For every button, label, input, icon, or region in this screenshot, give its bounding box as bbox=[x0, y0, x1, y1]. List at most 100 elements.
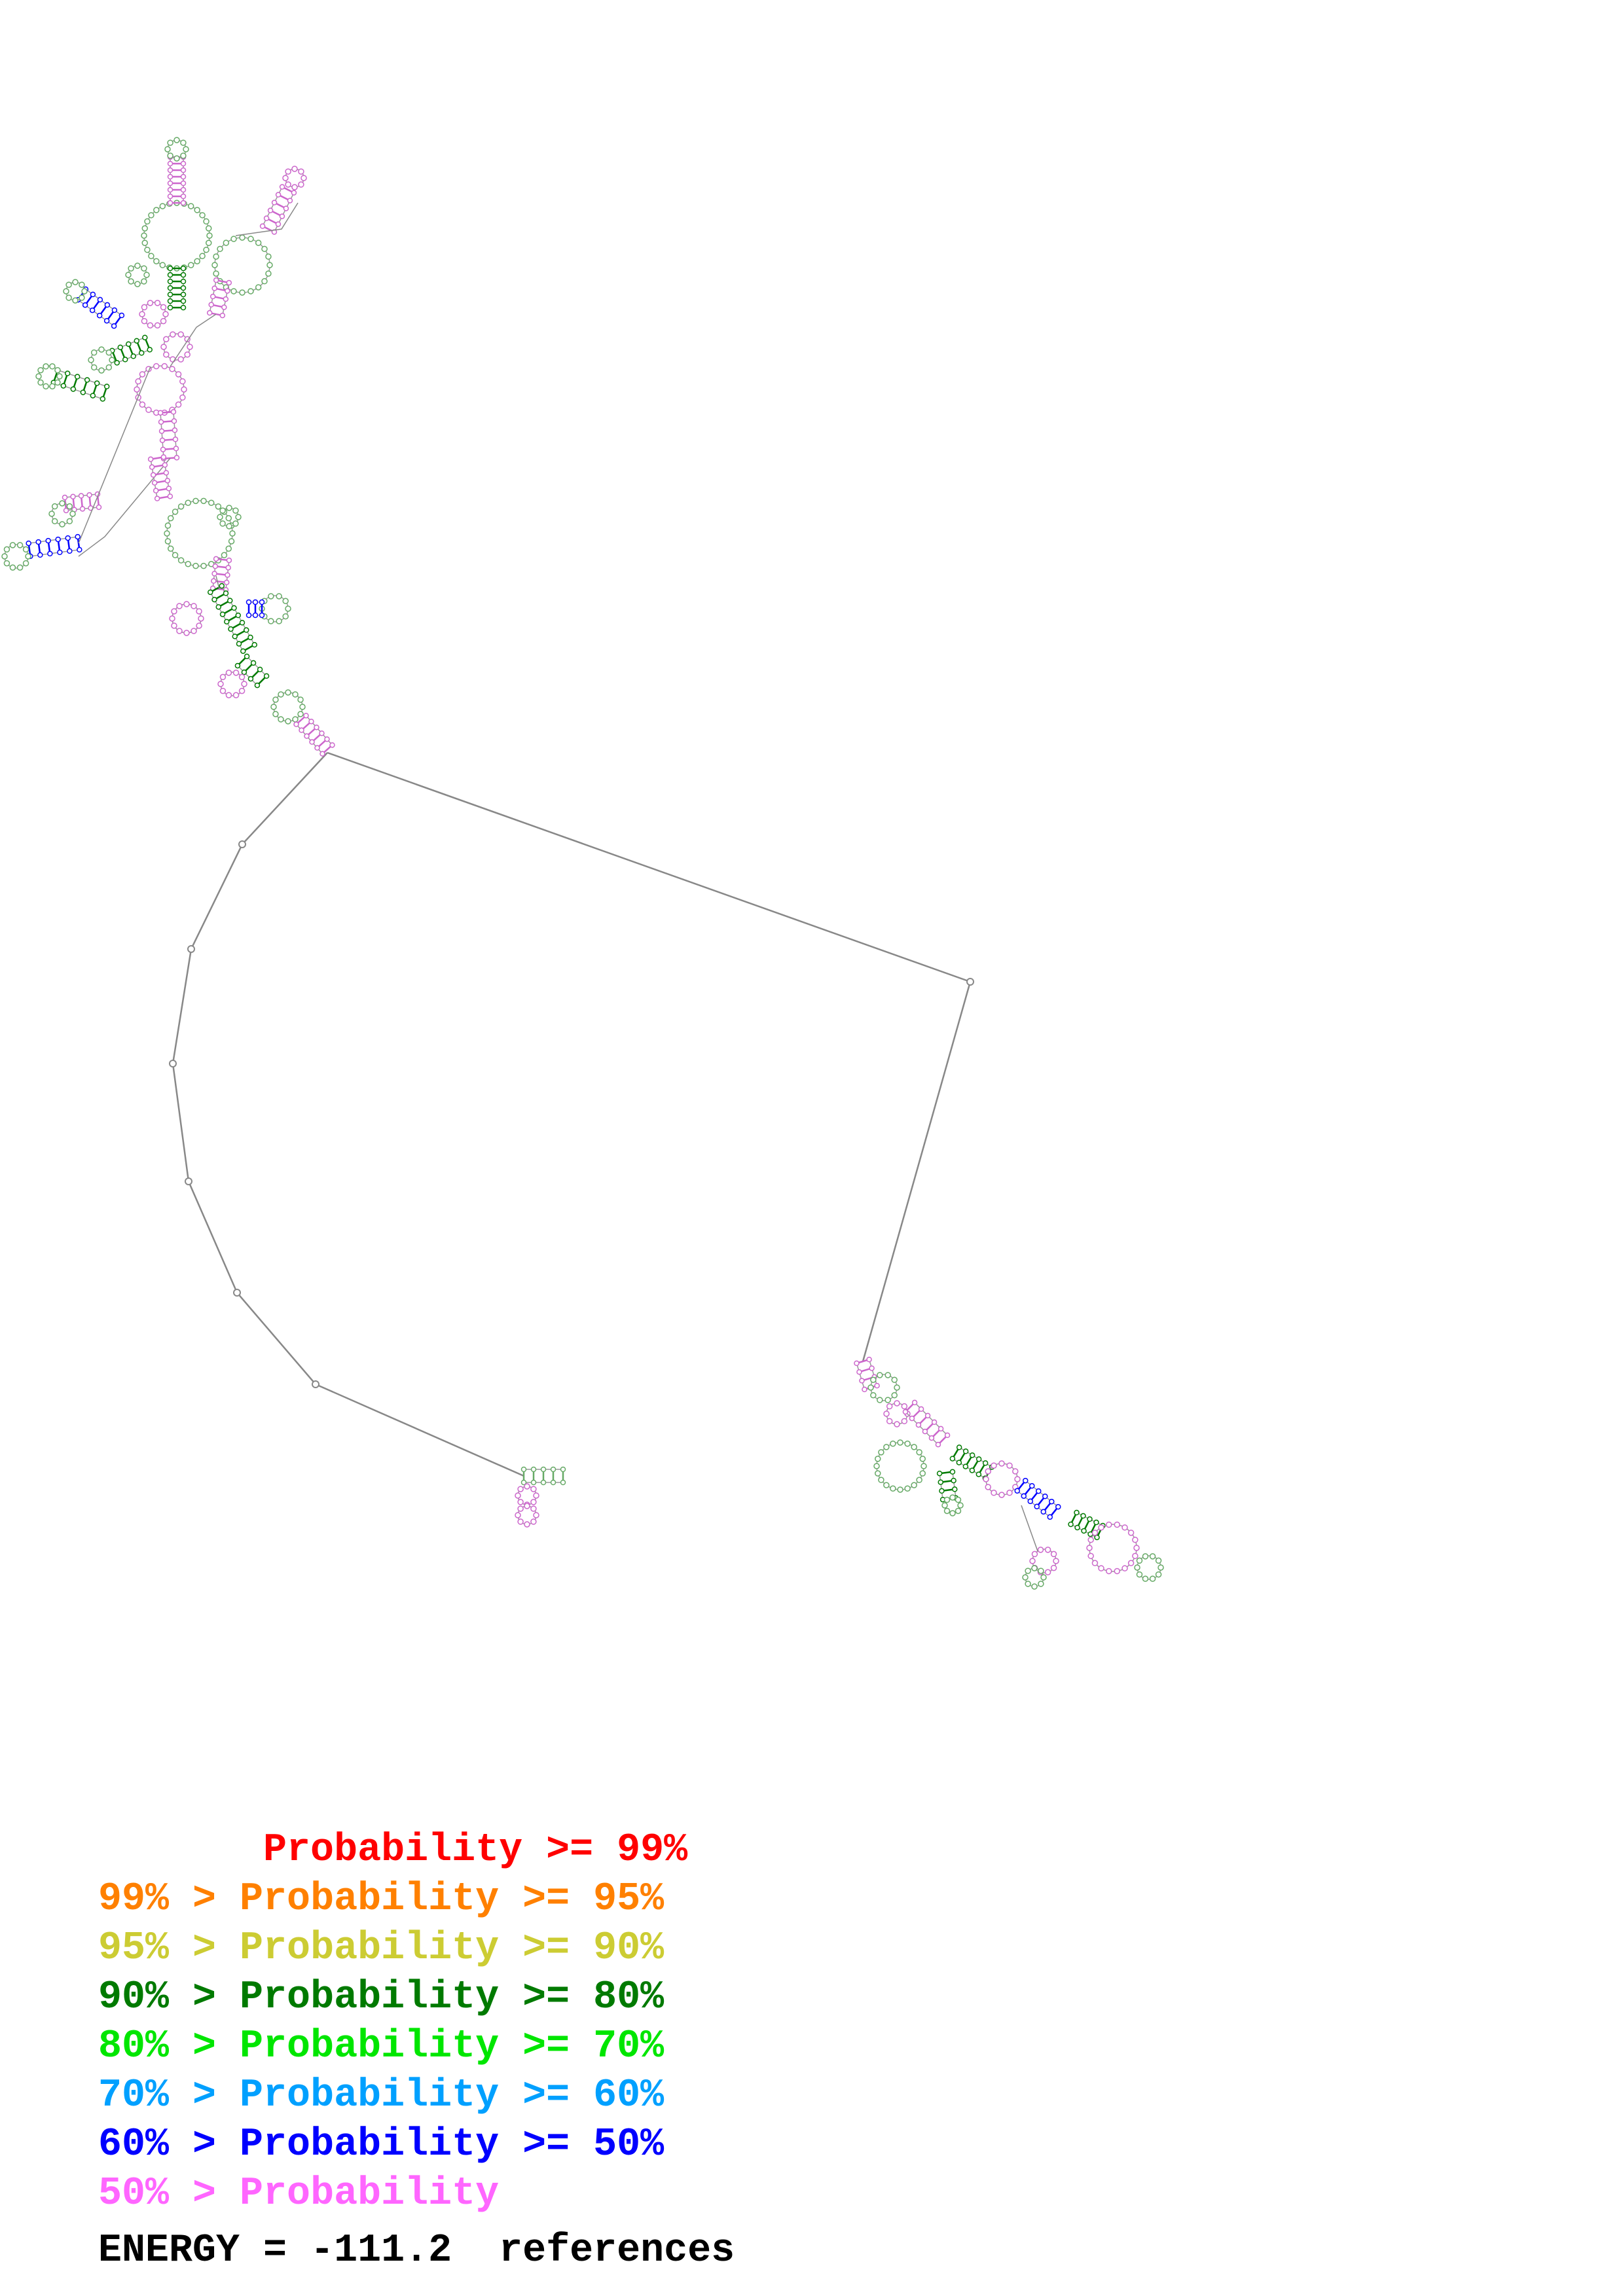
nucleotide bbox=[924, 1412, 931, 1419]
nucleotide bbox=[530, 1505, 537, 1512]
nucleotide bbox=[1040, 1574, 1047, 1581]
nucleotide bbox=[956, 1444, 962, 1450]
nucleotide bbox=[223, 240, 230, 246]
nucleotide bbox=[9, 542, 16, 548]
nucleotide bbox=[167, 152, 173, 159]
nucleotide bbox=[291, 184, 298, 190]
nucleotide bbox=[219, 687, 227, 694]
nucleotide bbox=[239, 289, 246, 296]
nucleotide bbox=[206, 310, 213, 316]
legend-row: 80% > Probability >= 70% bbox=[98, 2022, 687, 2072]
nucleotide bbox=[1006, 1490, 1013, 1496]
nucleotide bbox=[890, 1441, 896, 1447]
nucleotide bbox=[272, 696, 279, 703]
nucleotide bbox=[45, 537, 51, 544]
nucleotide bbox=[217, 681, 224, 687]
nucleotide bbox=[167, 167, 173, 173]
nucleotide bbox=[194, 258, 200, 264]
nucleotide bbox=[219, 507, 226, 514]
references-link[interactable]: references bbox=[499, 2229, 735, 2273]
legend-row: Probability >= 99% bbox=[98, 1826, 687, 1875]
nucleotide bbox=[252, 612, 259, 619]
nucleotide bbox=[309, 739, 315, 745]
nucleotide bbox=[150, 472, 156, 478]
nucleotide bbox=[148, 212, 155, 219]
nucleotide bbox=[247, 288, 254, 295]
nucleotide bbox=[897, 1486, 903, 1493]
nucleotide bbox=[187, 203, 194, 209]
nucleotide bbox=[229, 530, 236, 537]
backbone-segment bbox=[172, 752, 524, 1477]
nucleotide bbox=[998, 1492, 1005, 1498]
nucleotide bbox=[80, 389, 86, 395]
nucleotide bbox=[1087, 1516, 1093, 1522]
nucleotide bbox=[90, 393, 96, 399]
nucleotide bbox=[856, 1369, 862, 1375]
nucleotide bbox=[78, 493, 84, 499]
nucleotide bbox=[141, 278, 147, 285]
nucleotide bbox=[241, 669, 247, 675]
nucleotide bbox=[228, 538, 235, 545]
nucleotide bbox=[530, 1479, 537, 1486]
legend-prefix bbox=[98, 1828, 263, 1873]
nucleotide bbox=[875, 1470, 881, 1477]
nucleotide bbox=[1086, 1545, 1093, 1551]
nucleotide bbox=[901, 1418, 908, 1425]
nucleotide bbox=[62, 494, 68, 501]
nucleotide bbox=[1035, 1488, 1042, 1494]
nucleotide bbox=[111, 307, 118, 314]
nucleotide bbox=[172, 437, 179, 442]
nucleotide bbox=[1068, 1521, 1074, 1528]
backbone-node bbox=[169, 1060, 177, 1067]
nucleotide bbox=[98, 367, 105, 374]
nucleotide bbox=[141, 265, 147, 272]
nucleotide bbox=[159, 262, 166, 268]
nucleotide bbox=[250, 660, 257, 666]
nucleotide bbox=[59, 521, 65, 528]
nucleotide bbox=[883, 1444, 890, 1450]
nucleotide bbox=[976, 1471, 982, 1477]
nucleotide bbox=[103, 317, 110, 324]
nucleotide bbox=[48, 511, 55, 517]
loop-backbone bbox=[143, 202, 210, 269]
nucleotide bbox=[285, 718, 291, 725]
nucleotide bbox=[261, 278, 268, 285]
nucleotide bbox=[232, 692, 240, 698]
nucleotide bbox=[873, 1463, 880, 1469]
nucleotide bbox=[79, 281, 85, 288]
nucleotide bbox=[921, 1463, 927, 1469]
nucleotide bbox=[60, 383, 67, 389]
nucleotide bbox=[75, 533, 81, 540]
nucleotide bbox=[162, 462, 168, 468]
nucleotide bbox=[221, 552, 228, 558]
nucleotide bbox=[886, 1403, 893, 1410]
nucleotide bbox=[870, 1392, 877, 1399]
legend-label: Probability >= 90% bbox=[240, 1926, 665, 1971]
nucleotide bbox=[180, 167, 187, 173]
nucleotide bbox=[530, 1466, 537, 1473]
nucleotide bbox=[1105, 1568, 1112, 1575]
nucleotide bbox=[275, 221, 282, 227]
nucleotide bbox=[241, 681, 247, 687]
nucleotide bbox=[141, 317, 148, 325]
nucleotide bbox=[901, 1403, 908, 1410]
nucleotide bbox=[279, 184, 285, 190]
nucleotide bbox=[886, 1418, 893, 1425]
nucleotide bbox=[167, 193, 173, 200]
nucleotide bbox=[1047, 1514, 1053, 1520]
nucleotide bbox=[66, 503, 73, 510]
nucleotide bbox=[226, 557, 232, 564]
nucleotide bbox=[157, 410, 164, 416]
nucleotide bbox=[1042, 1493, 1048, 1499]
nucleotide bbox=[991, 1462, 997, 1469]
nucleotide bbox=[515, 1512, 521, 1518]
nucleotide bbox=[163, 470, 170, 476]
nucleotide bbox=[103, 384, 110, 389]
nucleotide bbox=[911, 1444, 917, 1450]
nucleotide bbox=[126, 341, 132, 347]
nucleotide bbox=[915, 1422, 922, 1428]
nucleotide bbox=[35, 539, 41, 545]
nucleotide bbox=[191, 603, 197, 609]
backbone-segment bbox=[235, 202, 299, 236]
nucleotide bbox=[897, 1439, 903, 1446]
